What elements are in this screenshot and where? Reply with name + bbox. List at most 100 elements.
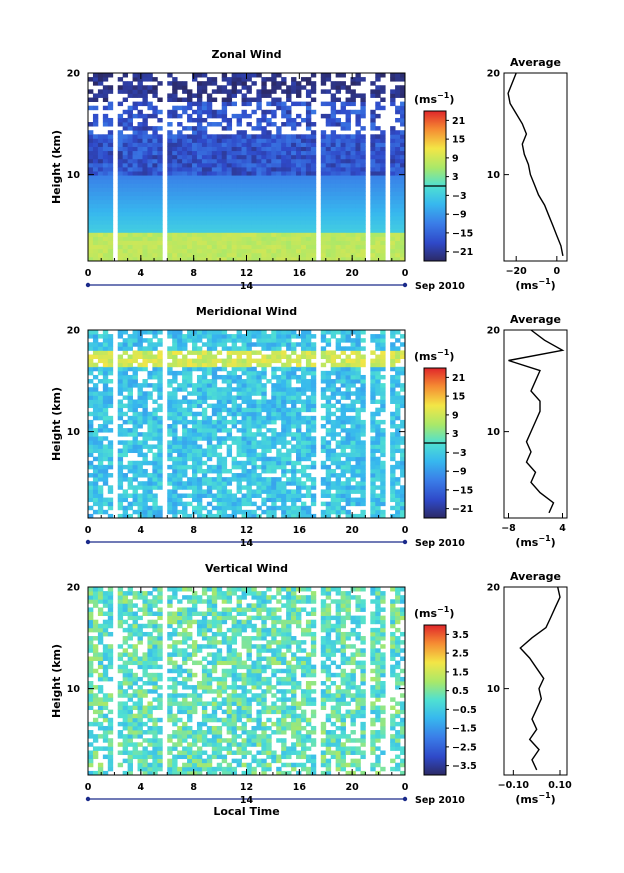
- heatmap-cell: [291, 220, 297, 225]
- heatmap-cell: [127, 387, 133, 392]
- heatmap-cell: [97, 456, 104, 462]
- heatmap-cell: [147, 126, 153, 131]
- heatmap-cell: [147, 73, 153, 78]
- heatmap-cell: [127, 362, 133, 368]
- heatmap-cell: [345, 370, 351, 376]
- heatmap-cell: [92, 158, 99, 164]
- heatmap-cell: [107, 207, 114, 213]
- date-month-label: Sep 2010: [415, 281, 465, 292]
- heatmap-cell: [355, 513, 361, 519]
- heatmap-cell: [390, 126, 396, 131]
- heatmap-cell: [221, 113, 228, 119]
- heatmap-cell: [92, 411, 99, 417]
- heatmap-cell: [97, 473, 104, 478]
- heatmap-cell: [246, 224, 252, 229]
- heatmap-cell: [360, 171, 366, 176]
- heatmap-cell: [221, 211, 228, 217]
- heatmap-cell: [305, 366, 312, 372]
- heatmap-cell: [132, 432, 138, 437]
- heatmap-cell: [132, 158, 138, 164]
- heatmap-cell: [192, 403, 198, 409]
- heatmap-cell: [127, 228, 133, 233]
- heatmap-cell: [261, 477, 267, 482]
- heatmap-cell: [137, 187, 143, 192]
- heatmap-cell: [201, 183, 208, 188]
- heatmap-cell: [211, 436, 218, 441]
- heatmap-cell: [390, 424, 396, 429]
- heatmap-cell: [231, 464, 237, 470]
- heatmap-cell: [196, 199, 203, 205]
- heatmap-cell: [216, 505, 223, 511]
- heatmap-cell: [400, 485, 406, 490]
- heatmap-cell: [370, 428, 376, 433]
- heatmap-cell: [276, 224, 282, 229]
- heatmap-cell: [192, 464, 198, 470]
- heatmap-cell: [236, 240, 242, 246]
- heatmap-cell: [236, 158, 242, 164]
- heatmap-cell: [196, 228, 203, 233]
- heatmap-cell: [122, 216, 129, 221]
- heatmap-cell: [117, 330, 124, 335]
- heatmap-cell: [122, 652, 129, 657]
- heatmap-cell: [395, 89, 401, 94]
- heatmap-cell: [102, 403, 109, 409]
- heatmap-cell: [291, 501, 297, 507]
- heatmap-cell: [177, 468, 183, 474]
- heatmap-cell: [177, 497, 183, 503]
- heatmap-cell: [88, 497, 94, 503]
- heatmap-cell: [266, 489, 272, 494]
- heatmap-cell: [305, 485, 312, 490]
- heatmap-cell: [390, 452, 396, 458]
- heatmap-cell: [345, 436, 351, 441]
- heatmap-cell: [320, 73, 327, 78]
- heatmap-cell: [350, 232, 356, 237]
- heatmap-cell: [167, 244, 173, 250]
- heatmap-cell: [92, 187, 99, 192]
- heatmap-cell: [88, 89, 94, 94]
- heatmap-cell: [107, 216, 114, 221]
- heatmap-cell: [340, 436, 346, 441]
- heatmap-cell: [102, 77, 109, 82]
- heatmap-cell: [117, 195, 124, 201]
- heatmap-cell: [286, 493, 292, 498]
- heatmap-cell: [206, 97, 213, 103]
- heatmap-cell: [187, 199, 193, 205]
- heatmap-cell: [102, 330, 109, 335]
- heatmap-cell: [271, 256, 277, 262]
- heatmap-cell: [97, 395, 104, 400]
- heatmap-cell: [167, 407, 173, 413]
- heatmap-cell: [390, 130, 396, 135]
- heatmap-cell: [345, 101, 351, 107]
- heatmap-cell: [276, 391, 282, 396]
- heatmap-cell: [152, 142, 158, 147]
- heatmap-cell: [182, 109, 188, 115]
- heatmap-cell: [400, 183, 406, 188]
- heatmap-cell: [167, 252, 173, 258]
- heatmap-cell: [142, 493, 148, 498]
- heatmap-cell: [246, 411, 252, 417]
- heatmap-cell: [88, 640, 94, 645]
- heatmap-cell: [107, 599, 114, 604]
- heatmap-cell: [88, 668, 94, 674]
- heatmap-cell: [211, 362, 218, 368]
- heatmap-cell: [221, 73, 228, 78]
- heatmap-cell: [147, 383, 153, 388]
- heatmap-cell: [102, 497, 109, 503]
- heatmap-cell: [177, 411, 183, 417]
- y-tick-label: 10: [67, 427, 81, 438]
- heatmap-cell: [196, 134, 203, 139]
- heatmap-cell: [102, 770, 109, 776]
- heatmap-cell: [107, 464, 114, 470]
- heatmap-cell: [196, 411, 203, 417]
- heatmap-cell: [137, 481, 143, 486]
- heatmap-cell: [132, 134, 138, 139]
- heatmap-cell: [142, 411, 148, 417]
- heatmap-cell: [395, 93, 401, 98]
- heatmap-cell: [216, 142, 223, 147]
- heatmap-cell: [117, 85, 124, 90]
- heatmap-cell: [157, 407, 163, 413]
- heatmap-cell: [400, 93, 406, 98]
- heatmap-cell: [142, 256, 148, 262]
- heatmap-cell: [261, 199, 267, 205]
- heatmap-cell: [177, 236, 183, 241]
